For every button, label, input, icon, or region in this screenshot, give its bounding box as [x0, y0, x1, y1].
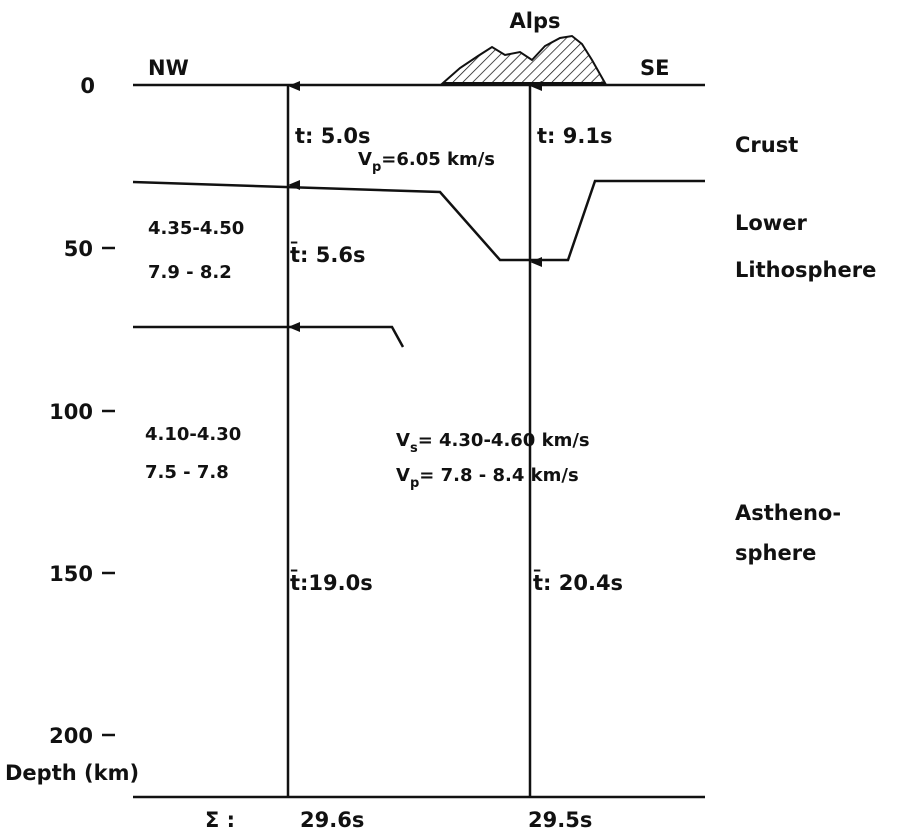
direction-right: SE [640, 56, 669, 80]
velocity: 7.5 - 7.8 [145, 462, 229, 483]
travel-time: t: 9.1s [537, 124, 612, 148]
sum-symbol: Σ : [205, 808, 235, 832]
velocity: 4.10-4.30 [145, 424, 241, 445]
feature-label: Alps [510, 9, 561, 33]
depth-tick-label: 0 [80, 74, 95, 98]
labeled-velocity: Vp=6.05 km/s [358, 149, 495, 175]
layer-label: Lower [735, 211, 807, 235]
sum-value: 29.5s [528, 808, 592, 832]
travel-time: t: 5.0s [295, 124, 370, 148]
labeled-velocity: Vp= 7.8 - 8.4 km/s [396, 465, 579, 491]
layer-label: sphere [735, 541, 816, 565]
layer-label: Lithosphere [735, 258, 876, 282]
layer-label: Crust [735, 133, 798, 157]
layer-label: Astheno- [735, 501, 841, 525]
travel-time: t̄: 20.4s [533, 570, 623, 595]
depth-tick-label: 100 [49, 400, 93, 424]
alps-relief [443, 36, 605, 83]
axis-title: Depth (km) [5, 761, 139, 785]
diagram: Alps NW SE 0 50 100 150 200 Depth (km) C… [0, 0, 910, 837]
direction-left: NW [148, 56, 189, 80]
depth-axis: 0 50 100 150 200 Depth (km) [5, 74, 139, 785]
travel-time: t̄: 5.6s [290, 242, 365, 267]
sum-value: 29.6s [300, 808, 364, 832]
depth-tick-label: 200 [49, 724, 93, 748]
velocity: 4.35-4.50 [148, 218, 244, 239]
depth-tick-label: 150 [49, 562, 93, 586]
travel-time: t̄:19.0s [290, 570, 373, 595]
velocity: 7.9 - 8.2 [148, 262, 232, 283]
labeled-velocity: Vs= 4.30-4.60 km/s [396, 430, 590, 456]
lithosphere-boundary [133, 327, 403, 347]
depth-tick-label: 50 [64, 237, 93, 261]
